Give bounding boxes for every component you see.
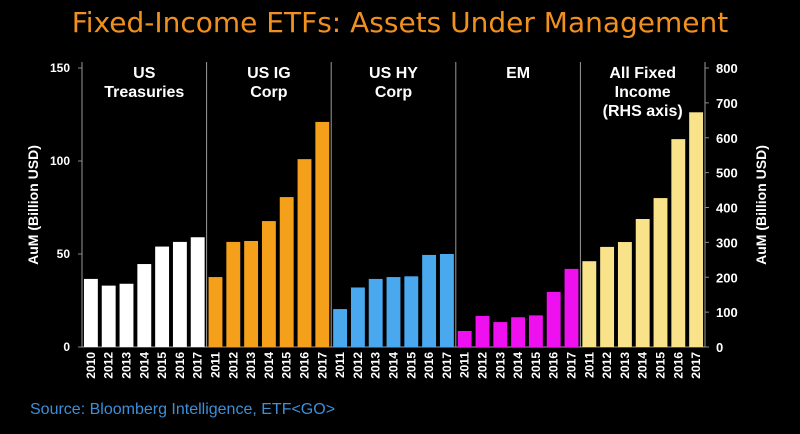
bar	[475, 315, 490, 347]
x-tick-label: 2017	[565, 352, 579, 379]
bar	[208, 277, 223, 347]
bar	[172, 241, 187, 347]
bar	[83, 278, 98, 347]
bar	[350, 287, 365, 347]
bar	[333, 309, 348, 347]
bar	[279, 197, 294, 347]
x-tick-label: 2012	[351, 352, 365, 379]
bar	[137, 264, 152, 347]
bar	[244, 240, 259, 347]
panel-name: EM	[506, 65, 531, 82]
y2-axis-label: AuM (Billion USD)	[753, 145, 769, 265]
bar	[297, 159, 312, 347]
y2-tick-label: 200	[716, 270, 738, 285]
bar	[101, 285, 116, 347]
panel-name: US HY Corp	[369, 65, 418, 101]
chart-title: Fixed-Income ETFs: Assets Under Manageme…	[72, 6, 729, 39]
x-tick-label: 2016	[173, 352, 187, 379]
bar	[315, 121, 330, 347]
y2-tick-label: 300	[716, 235, 738, 250]
x-tick-label: 2015	[529, 352, 543, 379]
bar	[404, 276, 419, 347]
x-tick-label: 2017	[191, 352, 205, 379]
x-tick-label: 2013	[493, 352, 507, 379]
x-tick-label: 2015	[404, 352, 418, 379]
bar	[671, 139, 686, 347]
y-axis-label: AuM (Billion USD)	[25, 145, 41, 265]
bar	[617, 242, 632, 347]
y2-tick-label: 800	[716, 61, 738, 76]
bar	[528, 315, 543, 347]
bar	[511, 317, 526, 347]
x-tick-label: 2011	[209, 352, 223, 378]
bar	[261, 221, 276, 347]
x-tick-label: 2011	[582, 352, 596, 378]
y-tick-label: 150	[50, 61, 70, 75]
bar	[564, 268, 579, 347]
x-tick-label: 2017	[440, 352, 454, 379]
x-tick-label: 2014	[636, 352, 650, 379]
x-tick-label: 2017	[315, 352, 329, 379]
y2-tick-label: 600	[716, 131, 738, 146]
y-tick-label: 0	[63, 340, 70, 354]
x-tick-label: 2014	[262, 352, 276, 379]
x-tick-label: 2013	[369, 352, 383, 379]
x-tick-label: 2016	[298, 352, 312, 379]
x-tick-label: 2010	[84, 352, 98, 379]
x-tick-label: 2015	[654, 352, 668, 379]
y2-tick-label: 100	[716, 305, 738, 320]
bar	[689, 112, 704, 347]
x-tick-label: 2016	[547, 352, 561, 379]
y2-tick-label: 400	[716, 201, 738, 216]
x-tick-label: 2013	[244, 352, 258, 379]
x-tick-label: 2016	[422, 352, 436, 379]
bar	[493, 322, 508, 347]
bar	[600, 246, 615, 347]
x-tick-label: 2011	[458, 352, 472, 378]
y2-tick-label: 0	[716, 340, 723, 355]
y-tick-label: 100	[50, 154, 70, 168]
x-tick-label: 2011	[333, 352, 347, 378]
bar	[190, 237, 205, 347]
source: Source: Bloomberg Intelligence, ETF<GO>	[30, 401, 335, 418]
x-tick-label: 2013	[120, 352, 134, 379]
y2-tick-label: 700	[716, 96, 738, 111]
bar	[368, 278, 383, 347]
x-tick-label: 2015	[280, 352, 294, 379]
panel-name: US Treasuries	[104, 65, 185, 101]
x-tick-label: 2012	[476, 352, 490, 379]
bar	[457, 331, 472, 347]
y2-tick-label: 500	[716, 166, 738, 181]
x-tick-label: 2012	[600, 352, 614, 379]
bar	[653, 198, 668, 347]
bar	[422, 254, 437, 347]
x-tick-label: 2014	[511, 352, 525, 379]
x-tick-label: 2017	[689, 352, 703, 379]
x-tick-label: 2014	[387, 352, 401, 379]
bar	[226, 241, 241, 347]
x-tick-label: 2014	[137, 352, 151, 379]
x-tick-label: 2015	[155, 352, 169, 379]
y-tick-label: 50	[57, 247, 71, 261]
bar	[635, 219, 650, 347]
bar	[119, 283, 134, 347]
bar	[439, 254, 454, 347]
x-tick-label: 2013	[618, 352, 632, 379]
x-tick-label: 2012	[226, 352, 240, 379]
bar	[582, 261, 597, 347]
bar	[155, 246, 170, 347]
x-tick-label: 2012	[102, 352, 116, 379]
bar	[546, 291, 561, 347]
panel-name: All Fixed Income (RHS axis)	[602, 65, 683, 120]
bar	[386, 277, 401, 347]
x-tick-label: 2016	[671, 352, 685, 379]
panel-name: US IG Corp	[247, 65, 291, 101]
